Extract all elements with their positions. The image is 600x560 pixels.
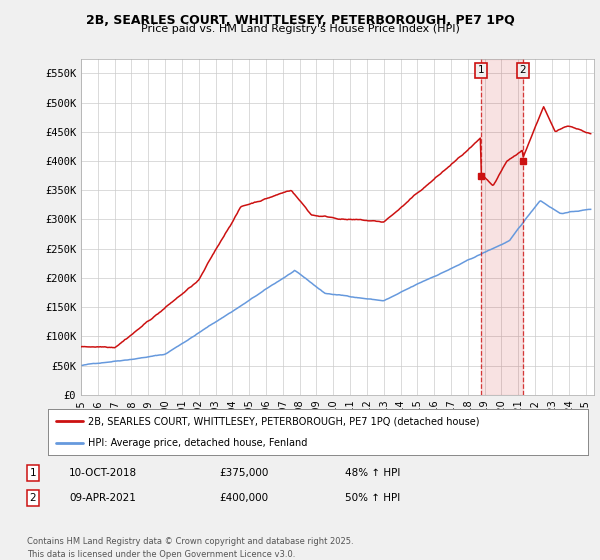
Text: 2: 2	[520, 66, 526, 76]
Text: Price paid vs. HM Land Registry's House Price Index (HPI): Price paid vs. HM Land Registry's House …	[140, 24, 460, 34]
Text: 2B, SEARLES COURT, WHITTLESEY, PETERBOROUGH, PE7 1PQ: 2B, SEARLES COURT, WHITTLESEY, PETERBORO…	[86, 14, 514, 27]
Text: 1: 1	[29, 468, 37, 478]
Bar	[481, 59, 523, 395]
Text: 50% ↑ HPI: 50% ↑ HPI	[345, 493, 400, 503]
Text: 48% ↑ HPI: 48% ↑ HPI	[345, 468, 400, 478]
Text: 2: 2	[29, 493, 37, 503]
Text: HPI: Average price, detached house, Fenland: HPI: Average price, detached house, Fenl…	[89, 438, 308, 448]
Text: 09-APR-2021: 09-APR-2021	[69, 493, 136, 503]
Text: 10-OCT-2018: 10-OCT-2018	[69, 468, 137, 478]
Text: 1: 1	[478, 66, 484, 76]
Text: £400,000: £400,000	[219, 493, 268, 503]
Text: Contains HM Land Registry data © Crown copyright and database right 2025.
This d: Contains HM Land Registry data © Crown c…	[27, 538, 353, 559]
Text: £375,000: £375,000	[219, 468, 268, 478]
Text: 2B, SEARLES COURT, WHITTLESEY, PETERBOROUGH, PE7 1PQ (detached house): 2B, SEARLES COURT, WHITTLESEY, PETERBORO…	[89, 416, 480, 426]
